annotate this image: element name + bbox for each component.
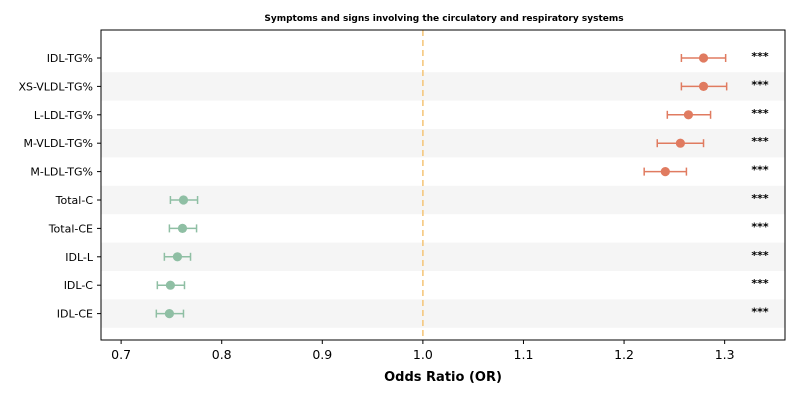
or-point [164,309,174,319]
x-tick-label: 0.7 [111,347,131,362]
odds-ratio-points [164,53,709,319]
or-point [172,252,183,262]
y-tick-label: IDL-TG% [47,52,93,65]
y-tick-label: Total-CE [48,222,93,235]
y-tick-label: XS-VLDL-TG% [18,80,93,93]
or-point [698,81,709,91]
row-stripe [101,72,785,101]
y-tick-label: M-VLDL-TG% [23,137,93,150]
y-tick-label: M-LDL-TG% [30,166,93,179]
chart-title: Symptoms and signs involving the circula… [264,14,623,24]
significance-label: *** [751,78,769,91]
y-tick-label: IDL-L [65,251,94,264]
or-point [675,138,685,148]
x-tick-label: 1.1 [514,347,534,362]
significance-label: *** [751,50,769,63]
or-point [660,167,670,177]
significance-label: *** [751,107,769,120]
significance-label: *** [751,192,769,205]
or-point [698,53,709,63]
row-stripe [101,242,785,271]
x-tick-label: 1.2 [614,347,634,362]
significance-label: *** [751,249,769,262]
x-axis-label: Odds Ratio (OR) [384,370,502,385]
y-tick-label: IDL-C [64,279,94,292]
plot-frame [100,29,786,341]
or-point [178,195,189,205]
significance-label: *** [751,277,769,290]
row-stripe [101,185,785,215]
x-axis-ticks: 0.7 0.8 0.9 1.0 1.1 1.2 1.3 [111,340,735,362]
row-stripe [101,299,785,328]
y-tick-label: Total-C [55,194,94,207]
x-tick-label: 1.3 [715,347,735,362]
significance-label: *** [751,135,769,148]
y-tick-label: IDL-CE [57,308,93,321]
y-tick-labels: IDL-TG% XS-VLDL-TG% L-LDL-TG% M-VLDL-TG% M-L… [18,52,101,321]
y-tick-label: L-LDL-TG% [34,109,93,122]
or-point [177,223,188,233]
significance-label: *** [751,164,769,177]
or-point [165,280,176,290]
x-tick-label: 0.8 [212,347,232,362]
significance-labels: *** *** *** *** *** *** *** *** *** *** [751,50,769,319]
significance-label: *** [751,220,769,233]
row-stripes [101,72,785,328]
or-point [683,110,694,120]
significance-label: *** [751,306,769,319]
x-tick-label: 0.9 [312,347,332,362]
x-tick-label: 1.0 [413,347,433,362]
